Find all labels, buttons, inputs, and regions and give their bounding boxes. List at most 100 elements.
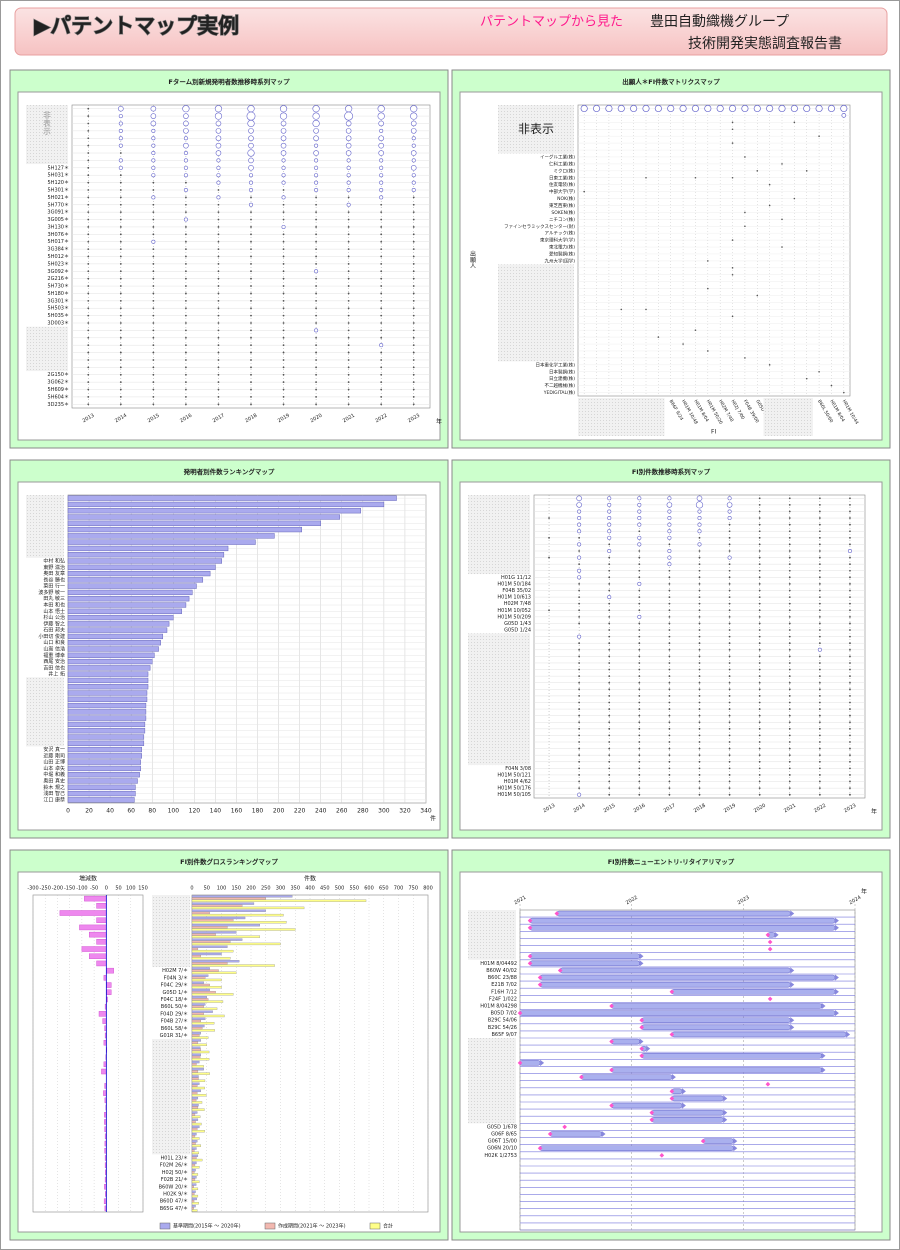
bubble xyxy=(818,642,821,645)
bubble xyxy=(788,642,791,645)
row-label: NOK(株) xyxy=(557,195,575,202)
bar xyxy=(191,1120,196,1124)
bubble xyxy=(315,262,317,265)
bubble xyxy=(347,270,350,273)
hidden-box xyxy=(26,495,64,558)
bubble xyxy=(638,747,641,750)
bubble xyxy=(411,187,416,192)
hidden-box xyxy=(152,895,190,968)
x-tick-label: 2020 xyxy=(309,413,323,425)
bubble xyxy=(849,780,851,783)
bubble xyxy=(379,173,384,178)
bubble xyxy=(638,760,641,763)
bar xyxy=(191,1086,205,1090)
row-label: ニチコン(株) xyxy=(549,216,575,223)
bubble xyxy=(380,292,383,295)
bubble xyxy=(698,536,701,539)
x-axis-label: 件 xyxy=(430,815,436,823)
bubble xyxy=(378,135,384,142)
bar xyxy=(191,964,275,967)
bar xyxy=(191,1072,210,1075)
cell-bubble xyxy=(707,260,709,262)
bubble xyxy=(607,502,612,507)
end-arrow xyxy=(790,1017,795,1024)
bubble xyxy=(217,322,220,324)
bubble xyxy=(315,196,317,199)
legend-label: 作成期間(2021年 ～ 2023年) xyxy=(278,1223,346,1230)
bubble xyxy=(119,373,122,376)
row-label: ファインセラミックスセンター(財) xyxy=(504,223,575,230)
bubble xyxy=(152,366,155,369)
bar xyxy=(67,671,149,677)
bubble xyxy=(577,555,582,560)
bar xyxy=(191,1190,196,1193)
bubble xyxy=(87,314,90,317)
diff-bar xyxy=(106,989,112,995)
row-label: H01G 11/12 xyxy=(501,575,531,581)
bubble xyxy=(87,211,90,214)
bubble xyxy=(380,329,383,332)
bubble xyxy=(119,344,122,347)
bubble xyxy=(185,307,187,310)
bubble xyxy=(698,569,701,572)
period-bar xyxy=(559,967,791,974)
cell-bubble xyxy=(805,377,808,380)
bubble xyxy=(185,270,187,273)
bubble xyxy=(849,787,851,790)
bubble xyxy=(607,548,612,553)
bubble xyxy=(578,583,581,585)
bubble xyxy=(758,668,761,671)
bubble xyxy=(548,536,550,539)
bubble xyxy=(577,529,582,534)
bubble xyxy=(217,292,220,295)
x-tick-label: 280 xyxy=(357,808,369,815)
bubble xyxy=(380,403,383,406)
bar xyxy=(67,552,225,558)
cell-bubble xyxy=(756,294,759,297)
bubble xyxy=(788,550,791,552)
bubble xyxy=(638,589,641,592)
bubble xyxy=(698,563,701,566)
bubble xyxy=(412,307,415,310)
bubble xyxy=(87,181,90,184)
bubble xyxy=(412,403,415,406)
row-label: 菜田 行一 xyxy=(43,583,65,590)
bubble xyxy=(411,180,416,185)
bubble xyxy=(758,774,761,776)
bubble xyxy=(282,211,285,214)
chart-frame xyxy=(459,481,883,831)
bar xyxy=(67,684,149,690)
start-diamond xyxy=(669,989,675,995)
bubble xyxy=(217,359,220,361)
end-arrow xyxy=(846,1031,851,1038)
cell-bubble xyxy=(731,315,734,318)
bubble xyxy=(217,203,220,206)
cell-bubble xyxy=(793,197,796,200)
bubble xyxy=(249,180,254,185)
bubble xyxy=(728,747,731,750)
bar xyxy=(67,797,135,803)
x-tick-label: -200 xyxy=(52,886,63,892)
bubble xyxy=(217,218,220,221)
bubble xyxy=(185,203,187,206)
bubble xyxy=(412,255,415,258)
bubble xyxy=(818,655,821,658)
bubble xyxy=(578,701,581,704)
bubble xyxy=(788,754,791,757)
bar xyxy=(67,614,174,621)
bubble xyxy=(282,233,285,236)
bar xyxy=(191,1144,201,1147)
plot-area xyxy=(32,894,144,1213)
bar xyxy=(191,991,216,994)
bubble xyxy=(638,668,641,671)
bubble xyxy=(315,285,317,287)
bubble xyxy=(347,292,350,295)
bubble xyxy=(758,556,761,559)
bubble xyxy=(668,668,671,671)
bubble xyxy=(849,675,851,678)
bubble xyxy=(788,701,791,704)
bubble xyxy=(637,614,642,619)
bubble xyxy=(250,299,252,302)
bubble xyxy=(379,343,384,348)
